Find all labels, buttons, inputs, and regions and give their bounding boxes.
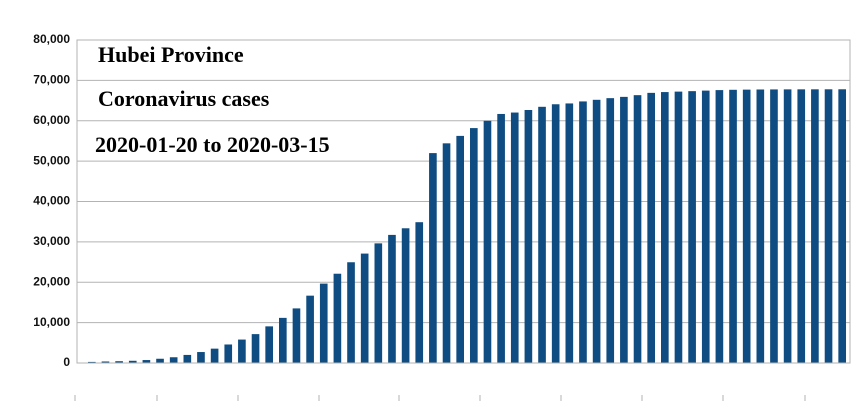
bar <box>156 358 164 363</box>
bar <box>224 344 233 363</box>
bar <box>510 112 519 363</box>
y-tick-label: 80,000 <box>33 32 70 46</box>
bar <box>360 253 369 363</box>
bar <box>183 354 192 363</box>
bar <box>279 317 287 363</box>
bar <box>388 234 396 363</box>
bar <box>688 91 696 364</box>
bar <box>797 89 806 363</box>
bar <box>128 360 137 363</box>
bar <box>401 228 410 363</box>
bar <box>347 262 355 363</box>
bar <box>319 283 328 363</box>
bar <box>606 98 615 363</box>
plot-frame <box>76 39 851 364</box>
bar <box>101 361 110 363</box>
bar <box>756 89 765 363</box>
y-tick-label: 70,000 <box>33 73 70 87</box>
bar <box>497 113 505 363</box>
bar <box>306 295 314 363</box>
bar <box>742 89 751 363</box>
bar <box>333 273 342 363</box>
bar <box>538 106 546 363</box>
bar <box>374 243 383 363</box>
bar <box>661 92 669 363</box>
bar <box>524 110 533 364</box>
bar <box>824 89 833 363</box>
bar <box>701 90 710 364</box>
bar <box>470 128 478 363</box>
bar <box>811 89 819 363</box>
bar <box>592 99 601 363</box>
bar <box>197 352 205 363</box>
bar <box>115 361 123 363</box>
bar <box>729 89 737 363</box>
date-range: 2020-01-20 to 2020-03-15 <box>95 132 330 157</box>
y-tick-label: 40,000 <box>33 194 70 208</box>
bar <box>210 348 219 363</box>
bar <box>579 101 587 364</box>
bar <box>674 91 683 363</box>
bar <box>251 334 260 363</box>
y-tick-label: 30,000 <box>33 234 70 248</box>
bar <box>169 357 178 363</box>
bar <box>647 92 655 364</box>
bar <box>715 90 724 364</box>
bar <box>551 104 560 363</box>
bar <box>429 153 437 363</box>
bar <box>238 339 246 363</box>
chart-title: Hubei Province <box>98 42 244 67</box>
bar <box>142 360 151 363</box>
bar <box>838 89 846 363</box>
y-tick-label: 0 <box>63 355 70 369</box>
bar <box>770 89 778 363</box>
bar <box>565 103 574 364</box>
y-tick-label: 60,000 <box>33 113 70 127</box>
bars <box>88 89 846 364</box>
bar <box>620 96 628 363</box>
bar <box>265 326 273 363</box>
bar <box>783 89 792 363</box>
bar <box>292 308 301 363</box>
chart-subtitle: Coronavirus cases <box>98 86 270 111</box>
y-tick-label: 50,000 <box>33 153 70 167</box>
bar <box>456 135 464 363</box>
bar <box>415 222 424 363</box>
bar <box>633 95 642 363</box>
y-tick-label: 10,000 <box>33 315 70 329</box>
bar <box>483 120 492 364</box>
y-tick-label: 20,000 <box>33 274 70 288</box>
bar <box>442 143 451 363</box>
x-axis-ticks <box>74 395 806 401</box>
bar <box>88 361 96 363</box>
